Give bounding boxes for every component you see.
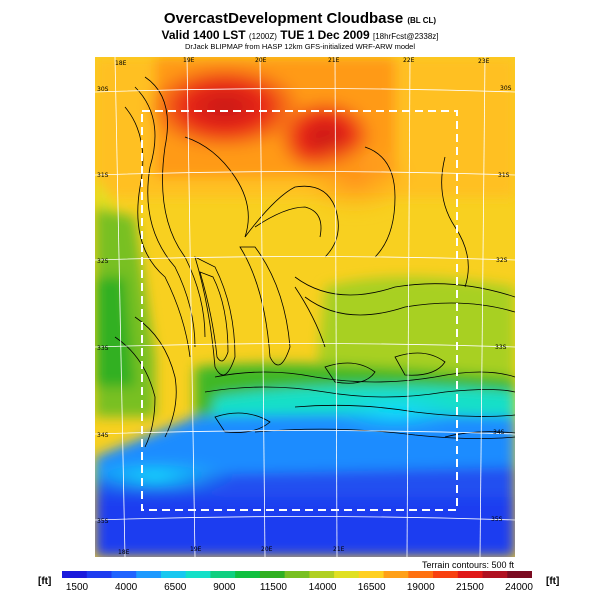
valid-time-line: Valid 1400 LST (1200Z) TUE 1 Dec 2009 [1… [161, 28, 439, 42]
lat-label-right: 34S [493, 429, 505, 436]
colorbar-tick-label: 14000 [308, 582, 337, 593]
colorbar-swatch [433, 571, 459, 578]
cloudbase-shading [95, 57, 515, 557]
lon-label-bottom: 20E [261, 546, 273, 553]
model-credit: DrJack BLIPMAP from HASP 12km GFS-initia… [184, 42, 416, 51]
lon-label-top: 22E [403, 57, 415, 64]
lat-label-left: 31S [97, 172, 109, 179]
colorbar-unit-left: [ft] [38, 576, 52, 587]
cloudbase-map[interactable]: 18E 19E 20E 21E 22E 23E 18E 19E 20E 21E … [95, 57, 515, 557]
colorbar-tick-label: 16500 [357, 582, 386, 593]
colorbar-tick-label: 1500 [65, 582, 89, 593]
colorbar-swatch [210, 571, 236, 578]
colorbar-tick-label: 4000 [114, 582, 138, 593]
colorbar-swatch [86, 571, 112, 578]
colorbar-swatch [408, 571, 434, 578]
lon-label-bottom: 21E [333, 546, 345, 553]
colorbar-swatch [160, 571, 187, 578]
lat-label-left: 33S [97, 345, 109, 352]
colorbar-swatch [136, 571, 162, 578]
lat-label-right: 31S [498, 172, 510, 179]
chart-title: OvercastDevelopment Cloudbase (BL CL) [163, 10, 437, 27]
lat-label-left: 35S [97, 518, 109, 525]
colorbar-swatch [284, 571, 310, 578]
lat-label-right: 30S [500, 85, 512, 92]
lat-label-left: 30S [97, 86, 109, 93]
lon-label-top: 18E [115, 60, 127, 67]
lon-label-top: 21E [328, 57, 340, 64]
colorbar-swatch [62, 571, 88, 578]
lat-label-left: 34S [97, 432, 109, 439]
colorbar-tick-label: 21500 [455, 582, 484, 593]
coordinate-labels: 18E 19E 20E 21E 22E 23E 18E 19E 20E 21E … [97, 57, 512, 556]
lat-label-right: 33S [495, 344, 507, 351]
colorbar-swatch [111, 571, 137, 578]
colorbar-tick-label: 19000 [406, 582, 435, 593]
colorbar [62, 571, 532, 578]
colorbar-swatch [358, 571, 385, 578]
lon-label-top: 20E [255, 57, 267, 64]
colorbar-swatch [309, 571, 335, 578]
colorbar-swatch [482, 571, 508, 578]
colorbar-swatch [383, 571, 409, 578]
lat-label-right: 35S [491, 516, 503, 523]
colorbar-swatch [507, 571, 532, 578]
domain-boundary [141, 110, 458, 511]
colorbar-tick-label: 6500 [164, 582, 187, 593]
lon-label-bottom: 19E [190, 546, 202, 553]
lon-label-bottom: 18E [118, 549, 130, 556]
terrain-contours [114, 76, 515, 448]
lat-lon-grid [95, 57, 515, 557]
colorbar-swatch [259, 571, 286, 578]
colorbar-tick-label: 11500 [259, 582, 287, 593]
colorbar-swatch [457, 571, 484, 578]
colorbar-swatch [185, 571, 211, 578]
terrain-contour-note: Terrain contours: 500 ft [421, 560, 514, 570]
lon-label-top: 19E [183, 57, 195, 64]
lon-label-top: 23E [478, 58, 490, 65]
colorbar-tick-label: 24000 [505, 582, 533, 593]
colorbar-unit-right: [ft] [546, 576, 560, 587]
colorbar-tick-label: 9000 [213, 582, 236, 593]
colorbar-swatch [235, 571, 261, 578]
lat-label-right: 32S [496, 257, 508, 264]
lat-label-left: 32S [97, 258, 109, 265]
colorbar-swatch [334, 571, 360, 578]
